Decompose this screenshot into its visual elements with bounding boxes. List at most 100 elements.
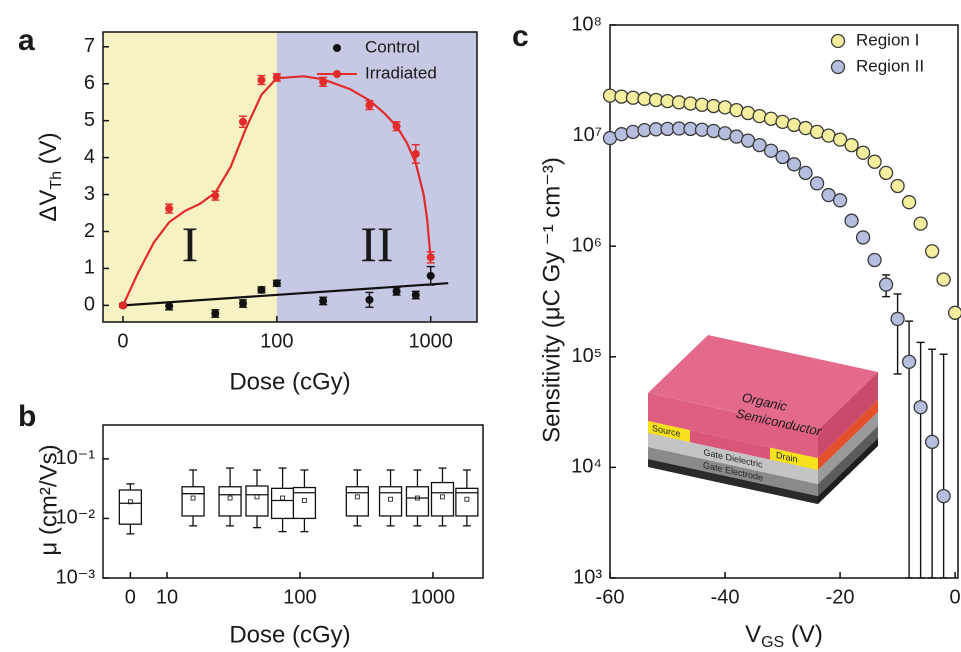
y-tick-label: 10³ [573,566,602,588]
y-tick-label: 10⁵ [571,345,602,367]
data-point [867,154,882,169]
data-point [844,137,859,153]
mean-marker [280,495,285,501]
panel-letter: b [18,400,36,433]
data-point [238,117,247,126]
box [292,486,317,520]
data-point [319,77,328,86]
data-point [924,244,940,259]
data-point [426,271,435,280]
y-tick-label: 2 [84,220,95,242]
device-inset: Source Drain Gate Dielectric Gate Electr… [648,335,878,505]
data-point [211,309,220,318]
x-axis-label: VGS (V) [745,621,823,651]
data-point [165,302,174,311]
y-tick-label: 3 [84,183,95,205]
data-point [272,279,281,288]
data-point [855,230,871,245]
label-part: GS [761,634,784,651]
x-axis-label: Dose (cGy) [229,621,350,648]
y-tick-label: 10⁸ [571,13,602,35]
data-point [365,295,374,304]
label-part: V [745,621,761,648]
panel-letter: c [512,20,529,53]
data-point [855,145,871,160]
x-tick-label: 100 [283,586,316,608]
data-point [947,305,961,320]
error-bar [928,348,937,579]
data-point [867,252,882,268]
data-point [913,216,928,231]
fit-line [122,282,449,307]
data-point [878,277,894,292]
data-point [165,204,174,213]
data-point [625,124,641,140]
data-point [257,76,266,85]
layer [818,372,878,458]
x-tick-label: 1000 [408,330,453,352]
data-point [936,488,951,504]
box [270,487,295,520]
box [455,487,479,517]
mean-marker [254,494,260,500]
x-tick-label: 10 [156,586,178,608]
mean-marker [354,494,360,500]
legend-marker [830,33,846,49]
legend-label: Region I [856,30,919,49]
y-tick-label: 5 [84,109,95,131]
y-tick-label: 7 [84,35,95,57]
data-point [936,272,951,287]
y-axis-label: Sensitivity (μC Gy ⁻¹ cm⁻³) [538,157,565,443]
label-part: Th [48,171,65,190]
x-tick-label: 0 [117,330,128,352]
y-axis-label: μ (cm²/Vs) [35,444,62,555]
data-point [913,400,928,415]
y-tick-label: 10⁷ [573,124,602,146]
region-label: I [182,216,199,272]
data-point [786,157,802,172]
layer [648,393,818,459]
inset-label: Drain [776,450,797,465]
label-part: (V) [35,132,62,171]
legend-marker [830,59,846,75]
data-point [901,354,917,370]
y-axis-label: ΔVTh (V) [35,132,65,221]
error-bar [916,341,925,579]
box [405,486,430,517]
mean-marker [388,496,393,502]
data-point [890,178,905,194]
data-point [924,434,940,450]
data-point [411,291,420,300]
x-tick-label: -60 [596,586,625,608]
data-point [717,100,733,115]
legend-label: Irradiated [365,63,437,82]
legend-marker [333,70,341,78]
layer [648,447,818,497]
region-label: II [360,216,393,272]
data-point [257,285,266,294]
data-point [238,299,247,308]
y-tick-label: 10⁻¹ [56,447,96,469]
layer [818,438,878,504]
data-point [272,73,281,82]
source-pad [648,421,690,443]
mean-marker [127,499,133,505]
plot-frame [609,24,959,579]
fit-line [122,75,432,306]
region-band [103,32,277,322]
x-tick-label: -20 [826,586,855,608]
data-point [426,253,435,262]
legend-marker [333,44,341,52]
x-tick-label: -40 [711,586,740,608]
data-point [832,132,848,147]
data-point [878,165,894,181]
x-tick-label: 100 [260,330,293,352]
x-tick-label: 0 [125,586,136,608]
data-point [392,122,401,131]
error-bar [939,353,948,579]
mean-marker [227,495,233,501]
box [218,486,242,517]
plot-frame [102,424,484,579]
data-point [809,176,825,191]
